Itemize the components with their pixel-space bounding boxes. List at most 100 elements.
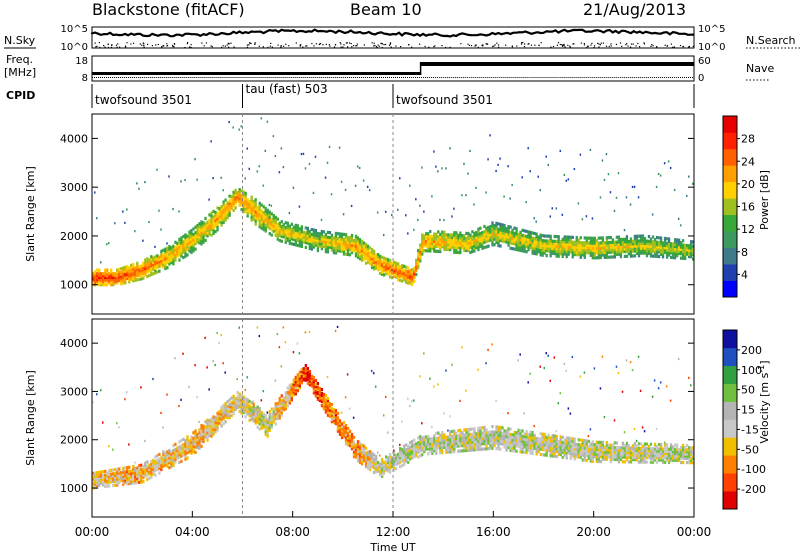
heatmap-cell [356,250,360,255]
heatmap-cell [497,441,500,446]
heatmap-cell [272,410,275,414]
heatmap-cell [92,272,95,276]
heatmap-cell [453,444,456,449]
heatmap-cell [206,420,209,425]
heatmap-cell [344,242,348,247]
heatmap-cell [164,252,167,256]
heatmap-cell [429,239,432,243]
heatmap-cell [631,244,635,248]
heatmap-cell [545,435,548,439]
heatmap-cell [132,475,135,479]
heatmap-cell [465,194,467,197]
heatmap-cell [292,384,295,388]
heatmap-cell [421,436,424,440]
heatmap-cell [529,233,532,237]
nave-dot [190,77,192,78]
heatmap-cell [421,445,424,450]
heatmap-cell [691,251,695,255]
heatmap-cell [459,436,462,440]
heatmap-cell [364,249,368,254]
heatmap-cell [563,252,566,256]
heatmap-cell [124,398,126,401]
heatmap-cell [571,442,574,446]
heatmap-cell [545,352,548,355]
heatmap-cell [370,256,374,261]
heatmap-cell [200,225,203,230]
heatmap-cell [489,441,492,445]
heatmap-cell [455,231,458,235]
heatmap-cell [565,436,568,440]
heatmap-cell [252,414,255,419]
heatmap-cell [399,272,402,277]
heatmap-cell [589,253,592,257]
heatmap-cell [358,455,362,460]
heatmap-cell [505,229,508,233]
heatmap-cell [192,235,195,239]
heatmap-cell [509,246,512,250]
nave-dot [505,77,507,78]
heatmap-cell [274,404,277,408]
heatmap-cell [272,407,275,411]
nave-dot [124,77,126,78]
heatmap-cell [206,428,209,432]
heatmap-cell [156,263,159,267]
heatmap-cell [687,246,691,250]
heatmap-cell [168,262,171,266]
heatmap-cell [166,258,169,262]
heatmap-cell [483,428,486,432]
heatmap-cell [378,256,382,261]
heatmap-cell [673,253,677,258]
heatmap-cell [294,235,297,240]
heatmap-cell [214,210,217,214]
heatmap-cell [441,436,444,440]
nave-dot [330,77,332,78]
nsearch-dot [383,44,385,46]
heatmap-cell [491,221,494,225]
heatmap-cell [202,432,205,436]
heatmap-cell [168,466,171,470]
heatmap-cell [220,424,223,428]
heatmap-cell [515,237,518,241]
heatmap-cell [535,436,538,440]
heatmap-cell [122,478,125,482]
nave-dot [475,77,477,78]
heatmap-cell [300,371,303,375]
heatmap-cell [358,257,362,261]
heatmap-cell [144,258,147,262]
heatmap-cell [384,459,388,463]
heatmap-cell [501,434,504,438]
heatmap-cell [352,416,355,419]
heatmap-cell [174,460,177,464]
heatmap-cell [453,432,456,436]
heatmap-cell [280,406,283,410]
heatmap-cell [344,252,348,256]
heatmap-cell [415,260,418,265]
heatmap-cell [192,444,195,448]
heatmap-cell [585,251,588,255]
heatmap-cell [180,446,183,450]
heatmap-cell [455,243,458,247]
heatmap-cell [292,393,295,397]
heatmap-cell [643,251,647,255]
heatmap-cell [539,445,542,449]
heatmap-cell [140,476,143,480]
heatmap-cell [136,466,139,470]
heatmap-cell [553,436,556,441]
heatmap-cell [445,247,448,251]
heatmap-cell [575,248,578,252]
heatmap-cell [477,445,480,449]
heatmap-cell [427,244,430,248]
heatmap-cell [342,434,346,438]
nsky-panel: N.Sky 10^5 10^0 10^5 10^0 N.Search [4,24,800,53]
heatmap-cell [521,241,524,245]
nave-dot [680,77,681,78]
heatmap-cell [565,242,568,246]
heatmap-cell [505,240,508,244]
heatmap-cell [320,237,324,241]
heatmap-cell [419,245,422,249]
heatmap-cell [417,251,420,255]
heatmap-cell [214,213,217,217]
heatmap-cell [401,269,404,273]
heatmap-cell [497,447,500,451]
heatmap-cell [336,422,340,427]
